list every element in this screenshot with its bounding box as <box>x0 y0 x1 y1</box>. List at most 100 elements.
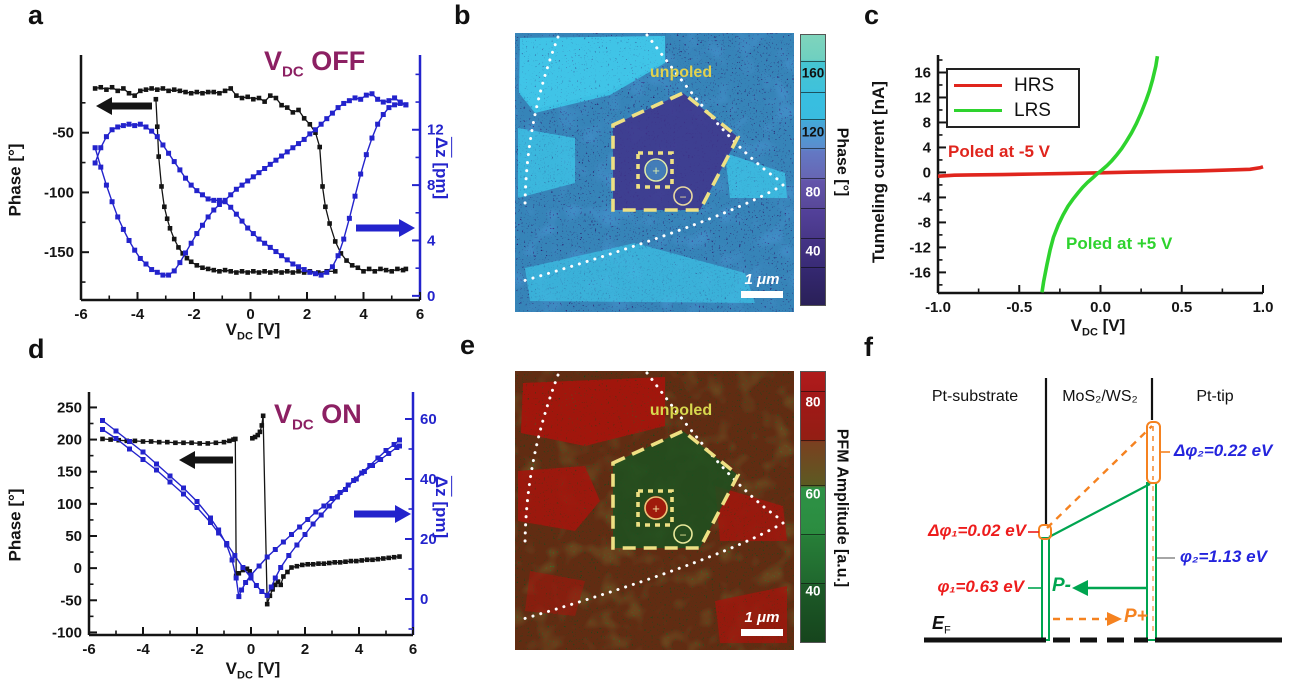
panel-a-title: VDC OFF <box>264 46 366 81</box>
svg-text:0.0: 0.0 <box>1090 299 1111 316</box>
svg-text:1.0: 1.0 <box>1253 299 1274 316</box>
pfm-phase-image: + − unpoled 1 μm <box>515 33 794 312</box>
svg-text:-16: -16 <box>909 264 931 281</box>
minus-marker: − <box>679 190 686 204</box>
svg-text:-100: -100 <box>52 624 82 641</box>
colorbar-segment-line <box>801 118 825 120</box>
colorbar-tick-label: 40 <box>805 243 821 259</box>
poled-region <box>613 431 738 548</box>
left-barrier <box>1041 537 1050 641</box>
svg-text:6: 6 <box>409 641 417 658</box>
panel-c-letter: c <box>864 0 880 30</box>
svg-text:-4: -4 <box>918 189 932 206</box>
colorbar-segment-line <box>801 439 825 441</box>
inner-poled-square-outline <box>636 489 674 527</box>
band-slope-p-plus <box>1046 425 1153 529</box>
series-amplitude-branch-1 <box>94 102 407 276</box>
svg-text:4: 4 <box>427 232 436 249</box>
colorbar-segment-line <box>801 390 825 392</box>
panel-a-ylabel: Phase [°] <box>5 143 24 217</box>
panel-d-ylabel: Phase [°] <box>5 488 24 562</box>
svg-text:12: 12 <box>914 89 931 106</box>
svg-text:-2: -2 <box>190 641 203 658</box>
colorbar-tick-label: 40 <box>805 583 821 599</box>
plus-marker-circle <box>644 496 668 520</box>
svg-text:-6: -6 <box>74 306 87 323</box>
delta-phi2-label: Δφ₂=0.22 eV <box>1174 441 1273 460</box>
plus-marker-circle <box>644 158 668 182</box>
colorbar-segment-line <box>801 148 825 150</box>
colorbar-segment-line <box>801 267 825 269</box>
scale-bar-label: 1 μm <box>745 271 780 288</box>
svg-text:8: 8 <box>427 177 435 194</box>
series-amplitude-branch-2 <box>94 93 407 276</box>
minus-marker: − <box>679 528 686 542</box>
svg-text:0: 0 <box>246 306 254 323</box>
svg-text:150: 150 <box>57 464 82 481</box>
panel-c-chart: Tunneling current [nA] VDC [V] HRS LRS Po… <box>860 0 1290 345</box>
p-plus-arrowhead <box>1107 612 1122 626</box>
svg-text:50: 50 <box>65 528 82 545</box>
svg-text:-100: -100 <box>44 184 74 201</box>
svg-text:-6: -6 <box>82 641 95 658</box>
svg-text:2: 2 <box>301 641 309 658</box>
scale-bar <box>741 291 783 298</box>
phase-colorbar-label: Phase [°] <box>833 127 851 197</box>
svg-text:-2: -2 <box>187 306 200 323</box>
svg-text:20: 20 <box>420 531 437 548</box>
red-spot <box>644 496 668 520</box>
svg-text:-4: -4 <box>131 306 145 323</box>
poled-region <box>613 93 738 210</box>
phi1-label: φ₁=0.63 eV <box>937 577 1024 596</box>
colorbar-segment-line <box>801 60 825 62</box>
band-diagram-drawing <box>924 378 1282 643</box>
svg-text:2: 2 <box>303 306 311 323</box>
flake-boundary-left <box>523 373 560 551</box>
panel-f-letter: f <box>864 332 873 362</box>
legend-item-HRS: HRS <box>954 73 1072 98</box>
amplitude-colorbar: 80 60 40 <box>800 371 826 643</box>
fermi-level-label: EF <box>932 613 951 637</box>
series-phase-forward <box>94 86 407 273</box>
colorbar-tick-label: 80 <box>805 184 821 200</box>
colorbar-segment-line <box>801 237 825 239</box>
region-label-mos2ws2: MoS₂/WS₂ <box>1062 388 1138 405</box>
svg-text:-0.5: -0.5 <box>1006 299 1032 316</box>
svg-text:-50: -50 <box>52 125 74 142</box>
svg-text:40: 40 <box>420 471 437 488</box>
svg-text:100: 100 <box>57 496 82 513</box>
svg-text:4: 4 <box>359 306 368 323</box>
band-diagram: Pt-substrate MoS₂/WS₂ Pt-tip Δφ₁=0.02 eV… <box>860 330 1290 698</box>
right-barrier <box>1146 482 1157 641</box>
phase-colorbar: 160 120 80 40 <box>800 34 826 306</box>
panel-e-letter: e <box>460 330 476 360</box>
panel-d-title: VDC ON <box>274 399 362 434</box>
legend-label: HRS <box>1014 74 1055 96</box>
panel-c-ylabel: Tunneling current [nA] <box>869 81 889 263</box>
annotation-poled-minus5: Poled at -5 V <box>948 142 1051 161</box>
chartA-plot: -6 -4 -2 0 2 4 6 -50 -100 -150 0 4 8 12 <box>44 55 444 323</box>
svg-text:0: 0 <box>247 641 255 658</box>
red-domain-region <box>521 377 665 446</box>
panel-c-xlabel: VDC [V] <box>1070 316 1126 339</box>
p-plus-label: P+ <box>1124 606 1148 627</box>
scale-bar <box>741 629 783 636</box>
legend-line <box>954 84 1002 87</box>
scale-bar-label: 1 μm <box>745 609 780 626</box>
colorbar-tick-label: 160 <box>801 65 825 81</box>
svg-text:16: 16 <box>914 64 931 81</box>
colorbar-segment-line <box>801 178 825 180</box>
legend: HRS LRS <box>946 68 1080 128</box>
colorbar-tick-label: 80 <box>805 394 821 410</box>
plus-marker: + <box>652 163 660 178</box>
colorbar-tick-label: 120 <box>801 124 825 140</box>
svg-text:0: 0 <box>420 591 428 608</box>
delta-phi2-bracket <box>1146 421 1161 484</box>
unpoled-label: unpoled <box>650 64 712 81</box>
legend-line <box>954 109 1002 112</box>
minus-marker-circle <box>673 524 693 544</box>
flake-boundary-bottom <box>521 521 785 621</box>
inner-poled-square-outline <box>636 151 674 189</box>
